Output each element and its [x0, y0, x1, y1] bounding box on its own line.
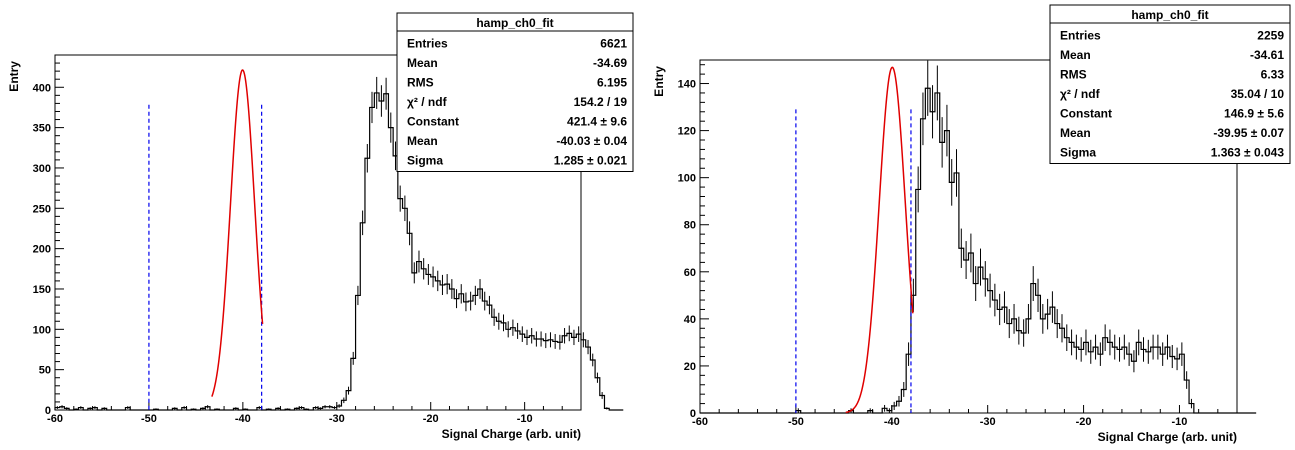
y-tick-label: 60 [684, 267, 696, 279]
stats-frame [396, 12, 634, 172]
histogram-outline [54, 92, 624, 411]
stat-label: Mean [1060, 126, 1091, 140]
x-tick-label: -10 [517, 413, 533, 425]
stat-value: 6.195 [597, 76, 627, 90]
y-axis-title: Entry [7, 61, 21, 92]
y-tick-label: 40 [684, 314, 696, 326]
y-tick-label: 200 [33, 244, 51, 256]
stat-label: Mean [407, 56, 438, 70]
stat-value: 146.9 ± 5.6 [1224, 107, 1284, 121]
gauss-fit-curve [211, 69, 264, 397]
stat-value: -39.95 ± 0.07 [1213, 126, 1284, 140]
stat-value: -34.61 [1250, 48, 1284, 62]
stat-value: 421.4 ± 9.6 [567, 115, 627, 129]
y-tick-label: 100 [678, 173, 696, 185]
x-tick-label: -20 [423, 413, 439, 425]
y-tick-label: 20 [684, 361, 696, 373]
x-tick-label: -40 [235, 413, 251, 425]
gauss-fit-curve [845, 66, 914, 414]
y-tick-label: 350 [33, 123, 51, 135]
stat-label: Entries [407, 37, 448, 51]
stat-label: Mean [407, 134, 438, 148]
stat-label: Mean [1060, 48, 1091, 62]
stat-value: 6.33 [1261, 68, 1285, 82]
histogram-left: -60 -50 -40 -30 -20 -10 0 50 100 150 200 250 300 350 4… [7, 12, 634, 441]
stat-value: -34.69 [593, 56, 627, 70]
x-tick-label: -40 [884, 416, 900, 428]
stat-label: RMS [1060, 68, 1087, 82]
y-tick-label: 250 [33, 203, 51, 215]
stat-label: χ² / ndf [1060, 87, 1101, 101]
stat-label: Sigma [407, 154, 443, 168]
stat-value: 6621 [600, 37, 627, 51]
x-tick-label: -60 [692, 416, 708, 428]
stats-box: hamp_ch0_fit Entries 2259 Mean -34.61 RMS 6.33… [1049, 4, 1291, 164]
x-tick-label: -50 [141, 413, 157, 425]
y-axis-title: Entry [652, 66, 666, 97]
x-tick-label: -10 [1172, 416, 1188, 428]
y-tick-label: 400 [33, 82, 51, 94]
stat-value: 1.363 ± 0.043 [1211, 146, 1285, 160]
stat-value: 1.285 ± 0.021 [554, 154, 628, 168]
stats-box: hamp_ch0_fit Entries 6621 Mean -34.69 RMS 6.19… [396, 12, 634, 172]
stat-value: 35.04 / 10 [1231, 87, 1285, 101]
y-tick-label: 50 [39, 365, 51, 377]
y-tick-label: 80 [684, 220, 696, 232]
x-tick-label: -30 [329, 413, 345, 425]
stats-frame [1049, 4, 1291, 164]
stats-title: hamp_ch0_fit [476, 16, 553, 30]
stat-label: Constant [1060, 107, 1112, 121]
histogram-outline [700, 87, 1257, 414]
stat-label: Constant [407, 115, 459, 129]
x-tick-label: -20 [1076, 416, 1092, 428]
stat-value: 2259 [1257, 29, 1284, 43]
y-tick-label: 140 [678, 79, 696, 91]
stat-label: RMS [407, 76, 434, 90]
stat-label: Sigma [1060, 146, 1096, 160]
x-axis-title: Signal Charge (arb. unit) [1098, 430, 1237, 444]
y-tick-label: 150 [33, 284, 51, 296]
stat-value: 154.2 / 19 [574, 95, 628, 109]
stat-value: -40.03 ± 0.04 [556, 134, 627, 148]
x-tick-label: -30 [980, 416, 996, 428]
stat-label: Entries [1060, 29, 1101, 43]
y-tick-label: 120 [678, 126, 696, 138]
x-tick-label: -60 [47, 413, 63, 425]
stat-label: χ² / ndf [407, 95, 448, 109]
y-tick-label: 0 [690, 408, 696, 420]
histogram-right: -60 -50 -40 -30 -20 -10 0 20 40 60 80 100 120 140 Sign… [652, 4, 1291, 444]
stats-title: hamp_ch0_fit [1131, 8, 1208, 22]
x-tick-label: -50 [788, 416, 804, 428]
y-tick-label: 0 [45, 405, 51, 417]
y-tick-label: 100 [33, 324, 51, 336]
y-tick-label: 300 [33, 163, 51, 175]
x-axis-title: Signal Charge (arb. unit) [442, 427, 581, 441]
